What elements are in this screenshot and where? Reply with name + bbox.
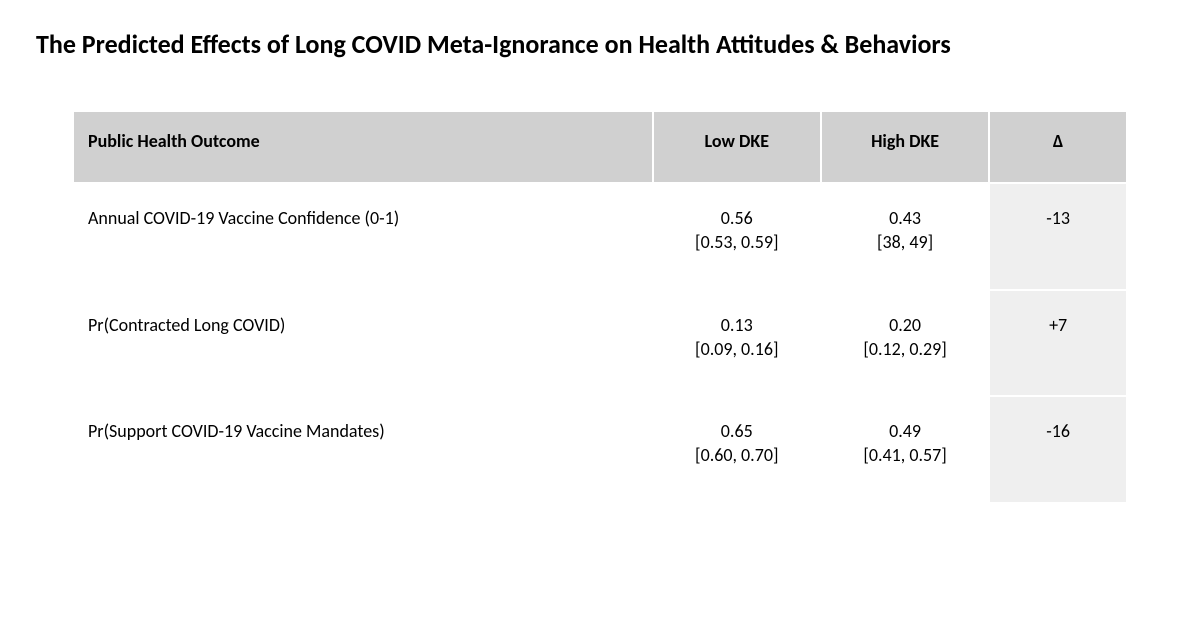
col-header-outcome: Public Health Outcome <box>74 112 653 183</box>
cell-high: 0.43 [38, 49] <box>821 183 989 290</box>
outcome-label: Annual COVID-19 Vaccine Confidence (0-1) <box>88 206 638 230</box>
page-title: The Predicted Effects of Long COVID Meta… <box>36 28 1164 60</box>
confidence-interval: [0.41, 0.57] <box>836 443 974 467</box>
cell-outcome: Annual COVID-19 Vaccine Confidence (0-1) <box>74 183 653 290</box>
value: 0.20 <box>836 313 974 337</box>
table-header-row: Public Health Outcome Low DKE High DKE Δ <box>74 112 1126 183</box>
confidence-interval: [0.09, 0.16] <box>668 337 806 361</box>
table-row: Pr(Contracted Long COVID) 0.13 [0.09, 0.… <box>74 290 1126 397</box>
cell-high: 0.20 [0.12, 0.29] <box>821 290 989 397</box>
value: 0.13 <box>668 313 806 337</box>
cell-low: 0.56 [0.53, 0.59] <box>653 183 821 290</box>
results-table: Public Health Outcome Low DKE High DKE Δ… <box>74 112 1126 502</box>
delta-value: -13 <box>1004 206 1112 230</box>
table-row: Pr(Support COVID-19 Vaccine Mandates) 0.… <box>74 396 1126 502</box>
cell-low: 0.65 [0.60, 0.70] <box>653 396 821 502</box>
confidence-interval: [0.12, 0.29] <box>836 337 974 361</box>
table-row: Annual COVID-19 Vaccine Confidence (0-1)… <box>74 183 1126 290</box>
outcome-label: Pr(Contracted Long COVID) <box>88 313 638 337</box>
col-header-delta: Δ <box>989 112 1126 183</box>
confidence-interval: [0.53, 0.59] <box>668 230 806 254</box>
cell-low: 0.13 [0.09, 0.16] <box>653 290 821 397</box>
cell-delta: -16 <box>989 396 1126 502</box>
col-header-low: Low DKE <box>653 112 821 183</box>
delta-value: -16 <box>1004 419 1112 443</box>
table-container: Public Health Outcome Low DKE High DKE Δ… <box>36 112 1164 502</box>
confidence-interval: [0.60, 0.70] <box>668 443 806 467</box>
outcome-label: Pr(Support COVID-19 Vaccine Mandates) <box>88 419 638 443</box>
value: 0.49 <box>836 419 974 443</box>
cell-delta: +7 <box>989 290 1126 397</box>
cell-high: 0.49 [0.41, 0.57] <box>821 396 989 502</box>
cell-outcome: Pr(Contracted Long COVID) <box>74 290 653 397</box>
value: 0.56 <box>668 206 806 230</box>
cell-delta: -13 <box>989 183 1126 290</box>
cell-outcome: Pr(Support COVID-19 Vaccine Mandates) <box>74 396 653 502</box>
confidence-interval: [38, 49] <box>836 230 974 254</box>
col-header-high: High DKE <box>821 112 989 183</box>
value: 0.43 <box>836 206 974 230</box>
delta-value: +7 <box>1004 313 1112 337</box>
value: 0.65 <box>668 419 806 443</box>
